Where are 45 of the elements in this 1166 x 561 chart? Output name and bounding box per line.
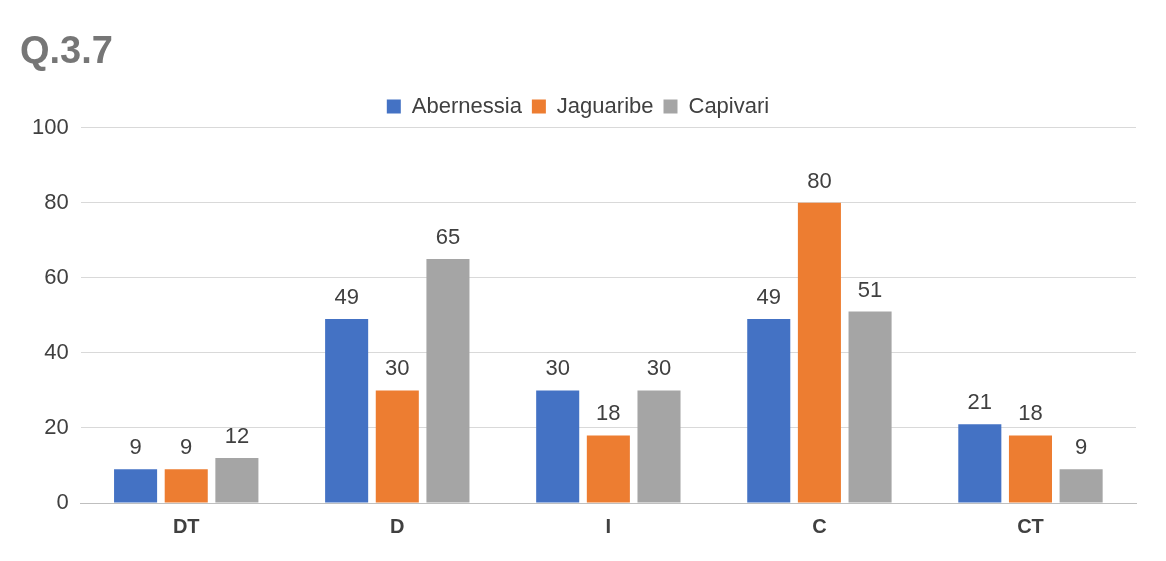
y-tick-label: 20 bbox=[44, 413, 69, 439]
data-label: 65 bbox=[435, 224, 461, 250]
bar bbox=[958, 424, 1002, 503]
x-tick-label: D bbox=[390, 514, 405, 537]
bar bbox=[1008, 435, 1052, 503]
bar bbox=[164, 469, 208, 503]
data-label: 49 bbox=[756, 284, 781, 310]
data-label: 21 bbox=[967, 389, 993, 415]
data-label: 9 bbox=[129, 434, 142, 460]
bar bbox=[797, 202, 841, 503]
data-label: 80 bbox=[807, 167, 832, 193]
bar bbox=[426, 258, 470, 503]
bar bbox=[325, 319, 369, 503]
x-tick-label: DT bbox=[172, 514, 200, 537]
bar bbox=[215, 457, 259, 503]
y-tick-label: 80 bbox=[44, 188, 69, 214]
y-tick-label: 60 bbox=[44, 263, 69, 289]
bar bbox=[375, 390, 419, 503]
data-label: 30 bbox=[545, 355, 570, 381]
chart-title: Q.3.7 bbox=[20, 29, 113, 72]
y-tick-label: 40 bbox=[44, 338, 69, 364]
x-tick-label: I bbox=[605, 514, 612, 537]
data-label: 49 bbox=[334, 284, 359, 310]
data-label: 18 bbox=[1018, 400, 1043, 426]
data-label: 18 bbox=[596, 400, 621, 426]
data-label: 30 bbox=[646, 355, 672, 381]
x-tick-label: CT bbox=[1017, 514, 1044, 537]
x-tick-label: C bbox=[812, 514, 827, 537]
bar bbox=[114, 469, 158, 503]
bar bbox=[586, 435, 630, 503]
data-label: 9 bbox=[1075, 434, 1088, 460]
bar bbox=[848, 311, 892, 503]
legend-label: Abernessia bbox=[411, 92, 523, 118]
bar bbox=[536, 390, 580, 503]
data-label: 12 bbox=[224, 423, 250, 449]
y-tick-label: 0 bbox=[56, 489, 69, 515]
bar bbox=[747, 319, 791, 503]
y-tick-label: 100 bbox=[31, 113, 69, 139]
bar bbox=[637, 390, 681, 503]
data-label: 51 bbox=[857, 276, 883, 302]
bar bbox=[1059, 469, 1103, 503]
data-label: 9 bbox=[180, 434, 193, 460]
data-label: 30 bbox=[385, 355, 410, 381]
legend-label: Jaguaribe bbox=[556, 92, 654, 118]
legend-label: Capivari bbox=[688, 92, 770, 118]
